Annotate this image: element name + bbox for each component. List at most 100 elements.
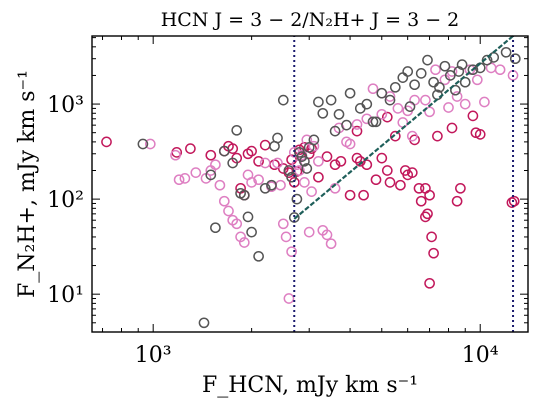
data-point-s0-12 (253, 155, 264, 167)
data-point-s0-44 (422, 208, 433, 220)
data-point-s0-47 (428, 247, 439, 259)
data-point-s1-20 (272, 157, 283, 169)
data-point-s1-56 (464, 64, 476, 76)
data-point-s2-47 (444, 70, 456, 81)
data-point-s1-9 (218, 195, 230, 207)
data-point-s2-43 (422, 54, 433, 66)
data-point-s2-37 (384, 94, 396, 106)
data-point-s1-17 (253, 174, 264, 186)
data-point-s1-30 (299, 177, 310, 188)
data-point-s0-51 (455, 182, 466, 194)
data-point-s2-16 (277, 94, 289, 106)
data-point-s0-54 (474, 129, 486, 140)
y-axis-label: F_N₂H+, mJy km s⁻¹ (15, 70, 40, 298)
data-point-s2-35 (367, 116, 379, 128)
data-point-s1-4 (190, 167, 202, 178)
data-point-s1-21 (275, 179, 286, 191)
data-point-s2-31 (341, 119, 352, 131)
data-point-s0-0 (101, 136, 112, 148)
data-point-s1-64 (397, 117, 409, 128)
data-point-s0-45 (424, 189, 435, 201)
data-point-s2-10 (246, 226, 257, 238)
data-point-s2-32 (344, 87, 356, 99)
data-point-s2-29 (325, 94, 337, 106)
data-point-s2-33 (354, 103, 366, 114)
data-point-s0-46 (426, 231, 437, 243)
data-point-s2-55 (500, 46, 512, 58)
data-point-s0-22 (303, 148, 315, 160)
data-point-s1-18 (259, 157, 271, 169)
data-point-s2-18 (286, 171, 297, 183)
data-point-s0-52 (467, 110, 479, 122)
data-point-s0-37 (395, 179, 406, 191)
data-point-s2-40 (402, 66, 414, 77)
data-point-s2-26 (308, 134, 320, 146)
data-point-s2-61 (329, 125, 341, 137)
y-tick-label: 10³ (47, 93, 84, 118)
data-point-s0-40 (406, 167, 418, 178)
y-tick-label: 10¹ (47, 283, 84, 308)
data-point-s2-27 (313, 96, 324, 108)
data-point-s0-30 (354, 155, 366, 167)
data-point-s0-56 (506, 197, 518, 208)
data-point-s2-57 (370, 116, 382, 128)
data-point-s1-57 (471, 74, 483, 86)
data-point-s0-50 (451, 195, 463, 207)
data-point-s2-34 (361, 98, 373, 110)
marks-layer (101, 46, 521, 329)
data-point-s2-24 (301, 163, 313, 174)
data-point-s1-45 (376, 108, 388, 120)
data-point-s2-11 (253, 250, 264, 262)
data-point-s2-56 (509, 53, 521, 65)
data-point-s2-9 (242, 211, 254, 223)
data-point-s2-4 (218, 145, 230, 157)
data-point-s1-35 (313, 155, 324, 167)
data-point-s1-49 (409, 94, 420, 106)
data-point-s2-0 (137, 138, 149, 150)
data-point-s2-3 (210, 222, 221, 234)
data-point-s1-33 (306, 186, 317, 197)
data-point-s1-23 (280, 231, 292, 243)
data-point-s2-6 (231, 124, 243, 136)
data-point-s2-2 (205, 169, 217, 181)
data-point-s0-42 (420, 182, 431, 194)
data-point-s2-49 (456, 59, 468, 70)
data-point-s2-48 (450, 84, 461, 96)
data-point-s0-13 (259, 139, 271, 151)
data-point-s1-43 (361, 113, 373, 125)
data-point-s0-26 (329, 159, 341, 171)
data-point-s1-3 (179, 173, 191, 184)
data-point-s2-5 (227, 157, 239, 169)
data-point-s1-24 (283, 293, 295, 304)
data-point-s0-48 (424, 277, 435, 289)
data-point-s1-22 (277, 218, 289, 230)
data-point-s0-36 (384, 177, 396, 188)
data-point-s1-55 (459, 98, 471, 110)
data-point-s0-34 (376, 152, 388, 164)
data-point-s0-35 (381, 165, 393, 176)
data-point-s1-1 (170, 149, 181, 161)
data-point-s0-32 (361, 159, 373, 171)
data-point-s1-8 (214, 179, 226, 191)
data-point-s0-55 (508, 195, 520, 207)
data-point-s0-57 (432, 130, 443, 142)
data-point-s1-12 (231, 218, 243, 230)
x-axis-label: F_HCN, mJy km s⁻¹ (202, 373, 418, 398)
data-point-s2-42 (415, 68, 427, 79)
data-point-s1-63 (479, 96, 490, 108)
data-point-s2-39 (397, 72, 409, 83)
data-point-s1-51 (430, 64, 441, 76)
data-point-s2-60 (453, 66, 465, 77)
data-point-s1-44 (367, 83, 379, 95)
data-point-s0-27 (335, 155, 347, 167)
data-point-s2-44 (428, 76, 439, 88)
data-point-s1-50 (420, 94, 431, 106)
data-point-s1-7 (210, 159, 221, 171)
data-point-s2-41 (409, 79, 420, 91)
data-point-s2-23 (299, 155, 310, 167)
data-point-s2-19 (288, 212, 300, 223)
data-point-s1-61 (406, 130, 418, 142)
data-point-s2-50 (459, 76, 471, 88)
data-point-s2-20 (291, 193, 303, 205)
